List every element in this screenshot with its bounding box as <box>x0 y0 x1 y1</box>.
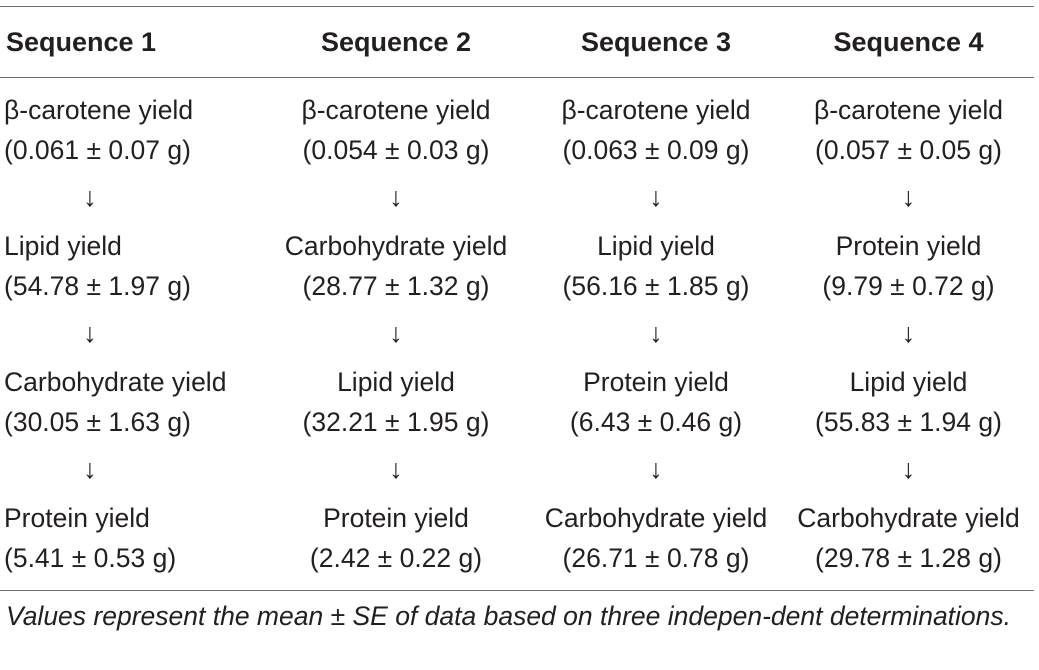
yield-label: Lipid yield <box>597 230 715 261</box>
table-cell: β-carotene yield (0.054 ± 0.03 g) <box>263 77 529 176</box>
yield-value: (0.054 ± 0.03 g) <box>302 134 490 165</box>
table-row: Carbohydrate yield (30.05 ± 1.63 g) Lipid… <box>0 355 1034 448</box>
table-footnote: Values represent the mean ± SE of data b… <box>6 601 1012 631</box>
table-header-rule <box>0 77 1034 78</box>
yield-value: (0.057 ± 0.05 g) <box>815 134 1002 165</box>
down-arrow-icon: ↓ <box>901 318 916 348</box>
table-cell: Carbohydrate yield (30.05 ± 1.63 g) <box>0 355 263 448</box>
header-sequence-4: Sequence 4 <box>833 26 984 57</box>
down-arrow-icon: ↓ <box>389 454 403 484</box>
down-arrow-icon: ↓ <box>649 454 663 484</box>
arrow-row: ↓ ↓ ↓ ↓ <box>0 448 1034 491</box>
table-cell: ↓ <box>783 176 1034 219</box>
table-cell: Carbohydrate yield (26.71 ± 0.78 g) <box>529 491 783 584</box>
table-cell: Lipid yield (55.83 ± 1.94 g) <box>783 355 1034 448</box>
table-cell: Protein yield (2.42 ± 0.22 g) <box>263 491 529 584</box>
table-cell: ↓ <box>0 312 263 355</box>
table-cell: Carbohydrate yield (28.77 ± 1.32 g) <box>263 219 529 312</box>
table-cell: Protein yield (6.43 ± 0.46 g) <box>529 355 783 448</box>
header-sequence-1: Sequence 1 <box>6 26 157 57</box>
table-cell: ↓ <box>529 176 783 219</box>
sequence-table: Sequence 1 Sequence 2 Sequence 3 Sequenc… <box>0 7 1034 584</box>
table-cell: β-carotene yield (0.061 ± 0.07 g) <box>0 77 263 176</box>
table-bottom-rule <box>0 590 1034 591</box>
table-cell: ↓ <box>263 312 529 355</box>
yield-value: (28.77 ± 1.32 g) <box>302 270 490 301</box>
down-arrow-icon: ↓ <box>389 318 403 348</box>
table-cell: ↓ <box>0 176 263 219</box>
yield-label: Protein yield <box>835 230 982 261</box>
yield-label: Carbohydrate yield <box>544 502 768 533</box>
table-row: Lipid yield (54.78 ± 1.97 g) Carbohydrate… <box>0 219 1034 312</box>
table-cell: β-carotene yield (0.057 ± 0.05 g) <box>783 77 1034 176</box>
yield-value: (6.43 ± 0.46 g) <box>569 406 743 437</box>
table-cell: ↓ <box>529 312 783 355</box>
yield-label: β-carotene yield <box>4 94 194 125</box>
yield-value: (0.063 ± 0.09 g) <box>562 134 750 165</box>
table-cell: Carbohydrate yield (29.78 ± 1.28 g) <box>783 491 1034 584</box>
yield-label: Carbohydrate yield <box>284 230 508 261</box>
yield-value: (54.78 ± 1.97 g) <box>4 270 191 301</box>
yield-label: Protein yield <box>4 502 150 533</box>
yield-label: Lipid yield <box>849 366 968 397</box>
table-cell: ↓ <box>263 448 529 491</box>
table-row: β-carotene yield (0.061 ± 0.07 g) β-carot… <box>0 77 1034 176</box>
header-sequence-3: Sequence 3 <box>580 26 732 57</box>
down-arrow-icon: ↓ <box>83 318 97 348</box>
header-sequence-2: Sequence 2 <box>320 26 472 57</box>
yield-value: (0.061 ± 0.07 g) <box>4 134 191 165</box>
table-top-rule <box>0 6 1034 7</box>
table-cell: β-carotene yield (0.063 ± 0.09 g) <box>529 77 783 176</box>
down-arrow-icon: ↓ <box>901 454 916 484</box>
yield-label: β-carotene yield <box>813 94 1004 125</box>
yield-value: (55.83 ± 1.94 g) <box>815 406 1002 437</box>
down-arrow-icon: ↓ <box>649 318 663 348</box>
yield-value: (29.78 ± 1.28 g) <box>815 542 1002 573</box>
table-cell: ↓ <box>263 176 529 219</box>
yield-value: (56.16 ± 1.85 g) <box>562 270 750 301</box>
yield-label: Carbohydrate yield <box>797 502 1020 533</box>
arrow-row: ↓ ↓ ↓ ↓ <box>0 312 1034 355</box>
yield-value: (5.41 ± 0.53 g) <box>4 542 177 573</box>
table-cell: Lipid yield (32.21 ± 1.95 g) <box>263 355 529 448</box>
table-cell: ↓ <box>0 448 263 491</box>
yield-label: Carbohydrate yield <box>4 366 227 397</box>
down-arrow-icon: ↓ <box>83 182 97 212</box>
table-cell: ↓ <box>529 448 783 491</box>
arrow-row: ↓ ↓ ↓ ↓ <box>0 176 1034 219</box>
table-cell: Lipid yield (56.16 ± 1.85 g) <box>529 219 783 312</box>
yield-value: (2.42 ± 0.22 g) <box>309 542 483 573</box>
table-header-row: Sequence 1 Sequence 2 Sequence 3 Sequenc… <box>0 7 1034 77</box>
yield-value: (26.71 ± 0.78 g) <box>562 542 750 573</box>
table-row: Protein yield (5.41 ± 0.53 g) Protein yie… <box>0 491 1034 584</box>
table-cell: ↓ <box>783 448 1034 491</box>
yield-label: β-carotene yield <box>301 94 491 125</box>
yield-value: (30.05 ± 1.63 g) <box>4 406 191 437</box>
yield-label: β-carotene yield <box>561 94 751 125</box>
down-arrow-icon: ↓ <box>389 182 403 212</box>
yield-value: (32.21 ± 1.95 g) <box>302 406 490 437</box>
down-arrow-icon: ↓ <box>901 182 916 212</box>
yield-value: (9.79 ± 0.72 g) <box>822 270 995 301</box>
down-arrow-icon: ↓ <box>83 454 97 484</box>
down-arrow-icon: ↓ <box>649 182 663 212</box>
yield-label: Protein yield <box>583 366 729 397</box>
table-cell: Protein yield (9.79 ± 0.72 g) <box>783 219 1034 312</box>
table-cell: Protein yield (5.41 ± 0.53 g) <box>0 491 263 584</box>
table-cell: ↓ <box>783 312 1034 355</box>
yield-label: Lipid yield <box>4 230 122 261</box>
yield-label: Protein yield <box>323 502 469 533</box>
table-cell: Lipid yield (54.78 ± 1.97 g) <box>0 219 263 312</box>
yield-label: Lipid yield <box>337 366 455 397</box>
